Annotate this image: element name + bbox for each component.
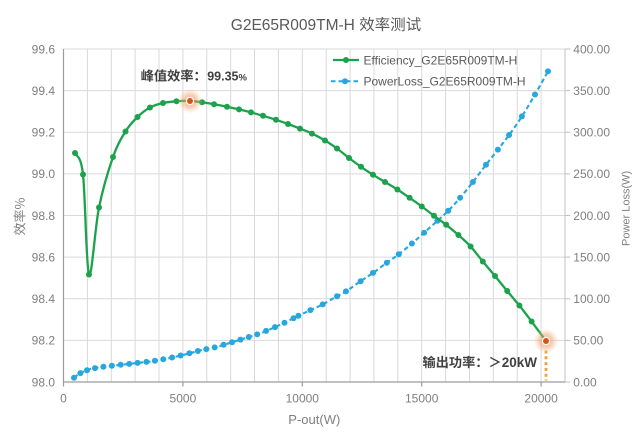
svg-text:0: 0 bbox=[60, 391, 67, 405]
svg-text:200.00: 200.00 bbox=[573, 209, 610, 223]
svg-text:99.4: 99.4 bbox=[32, 84, 56, 98]
svg-text:50.00: 50.00 bbox=[573, 334, 603, 348]
svg-text:Power Loss(W): Power Loss(W) bbox=[621, 171, 633, 246]
svg-text:5000: 5000 bbox=[170, 391, 197, 405]
svg-text:0.00: 0.00 bbox=[573, 375, 597, 389]
svg-text:300.00: 300.00 bbox=[573, 126, 610, 140]
svg-text:PowerLoss_G2E65R009TM-H: PowerLoss_G2E65R009TM-H bbox=[364, 75, 526, 89]
svg-text:P-out(W): P-out(W) bbox=[288, 412, 340, 427]
svg-text:250.00: 250.00 bbox=[573, 167, 610, 181]
svg-text:98.4: 98.4 bbox=[32, 292, 56, 306]
svg-text:15000: 15000 bbox=[405, 391, 439, 405]
svg-text:98.8: 98.8 bbox=[32, 209, 56, 223]
svg-text:G2E65R009TM-H: G2E65R009TM-H bbox=[231, 17, 355, 34]
svg-text:99.6: 99.6 bbox=[32, 42, 56, 56]
svg-text:98.0: 98.0 bbox=[32, 375, 56, 389]
svg-text:Efficiency_G2E65R009TM-H: Efficiency_G2E65R009TM-H bbox=[364, 53, 518, 67]
svg-text:350.00: 350.00 bbox=[573, 84, 610, 98]
svg-text:10000: 10000 bbox=[286, 391, 320, 405]
svg-text:20000: 20000 bbox=[524, 391, 558, 405]
svg-text:150.00: 150.00 bbox=[573, 250, 610, 264]
svg-text:98.2: 98.2 bbox=[32, 334, 56, 348]
svg-text:400.00: 400.00 bbox=[573, 42, 610, 56]
svg-text:100.00: 100.00 bbox=[573, 292, 610, 306]
svg-text:99.35%: 99.35% bbox=[207, 70, 247, 84]
svg-text:99.2: 99.2 bbox=[32, 126, 56, 140]
svg-text:99.0: 99.0 bbox=[32, 167, 56, 181]
svg-text:20kW: 20kW bbox=[502, 355, 538, 370]
svg-text:98.6: 98.6 bbox=[32, 250, 56, 264]
